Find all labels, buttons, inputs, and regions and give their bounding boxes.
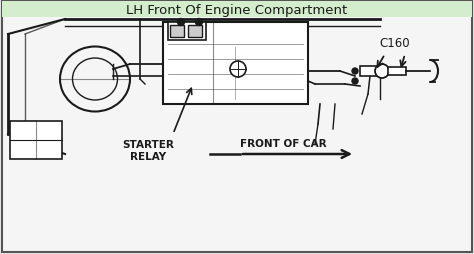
Bar — [388, 68, 406, 76]
Circle shape — [177, 19, 184, 26]
Bar — [163, 23, 308, 105]
Text: STARTER
RELAY: STARTER RELAY — [122, 139, 174, 161]
Circle shape — [352, 69, 358, 75]
Bar — [188, 26, 202, 38]
Bar — [2, 2, 472, 18]
Bar — [170, 26, 184, 38]
Circle shape — [195, 19, 202, 26]
Bar — [360, 67, 382, 77]
Bar — [10, 121, 62, 159]
Text: FRONT OF CAR: FRONT OF CAR — [240, 138, 326, 148]
Text: C160: C160 — [380, 37, 410, 50]
Circle shape — [230, 62, 246, 78]
Bar — [168, 23, 206, 41]
Text: LH Front Of Engine Compartment: LH Front Of Engine Compartment — [127, 4, 347, 17]
Circle shape — [375, 65, 389, 79]
Circle shape — [352, 79, 358, 85]
